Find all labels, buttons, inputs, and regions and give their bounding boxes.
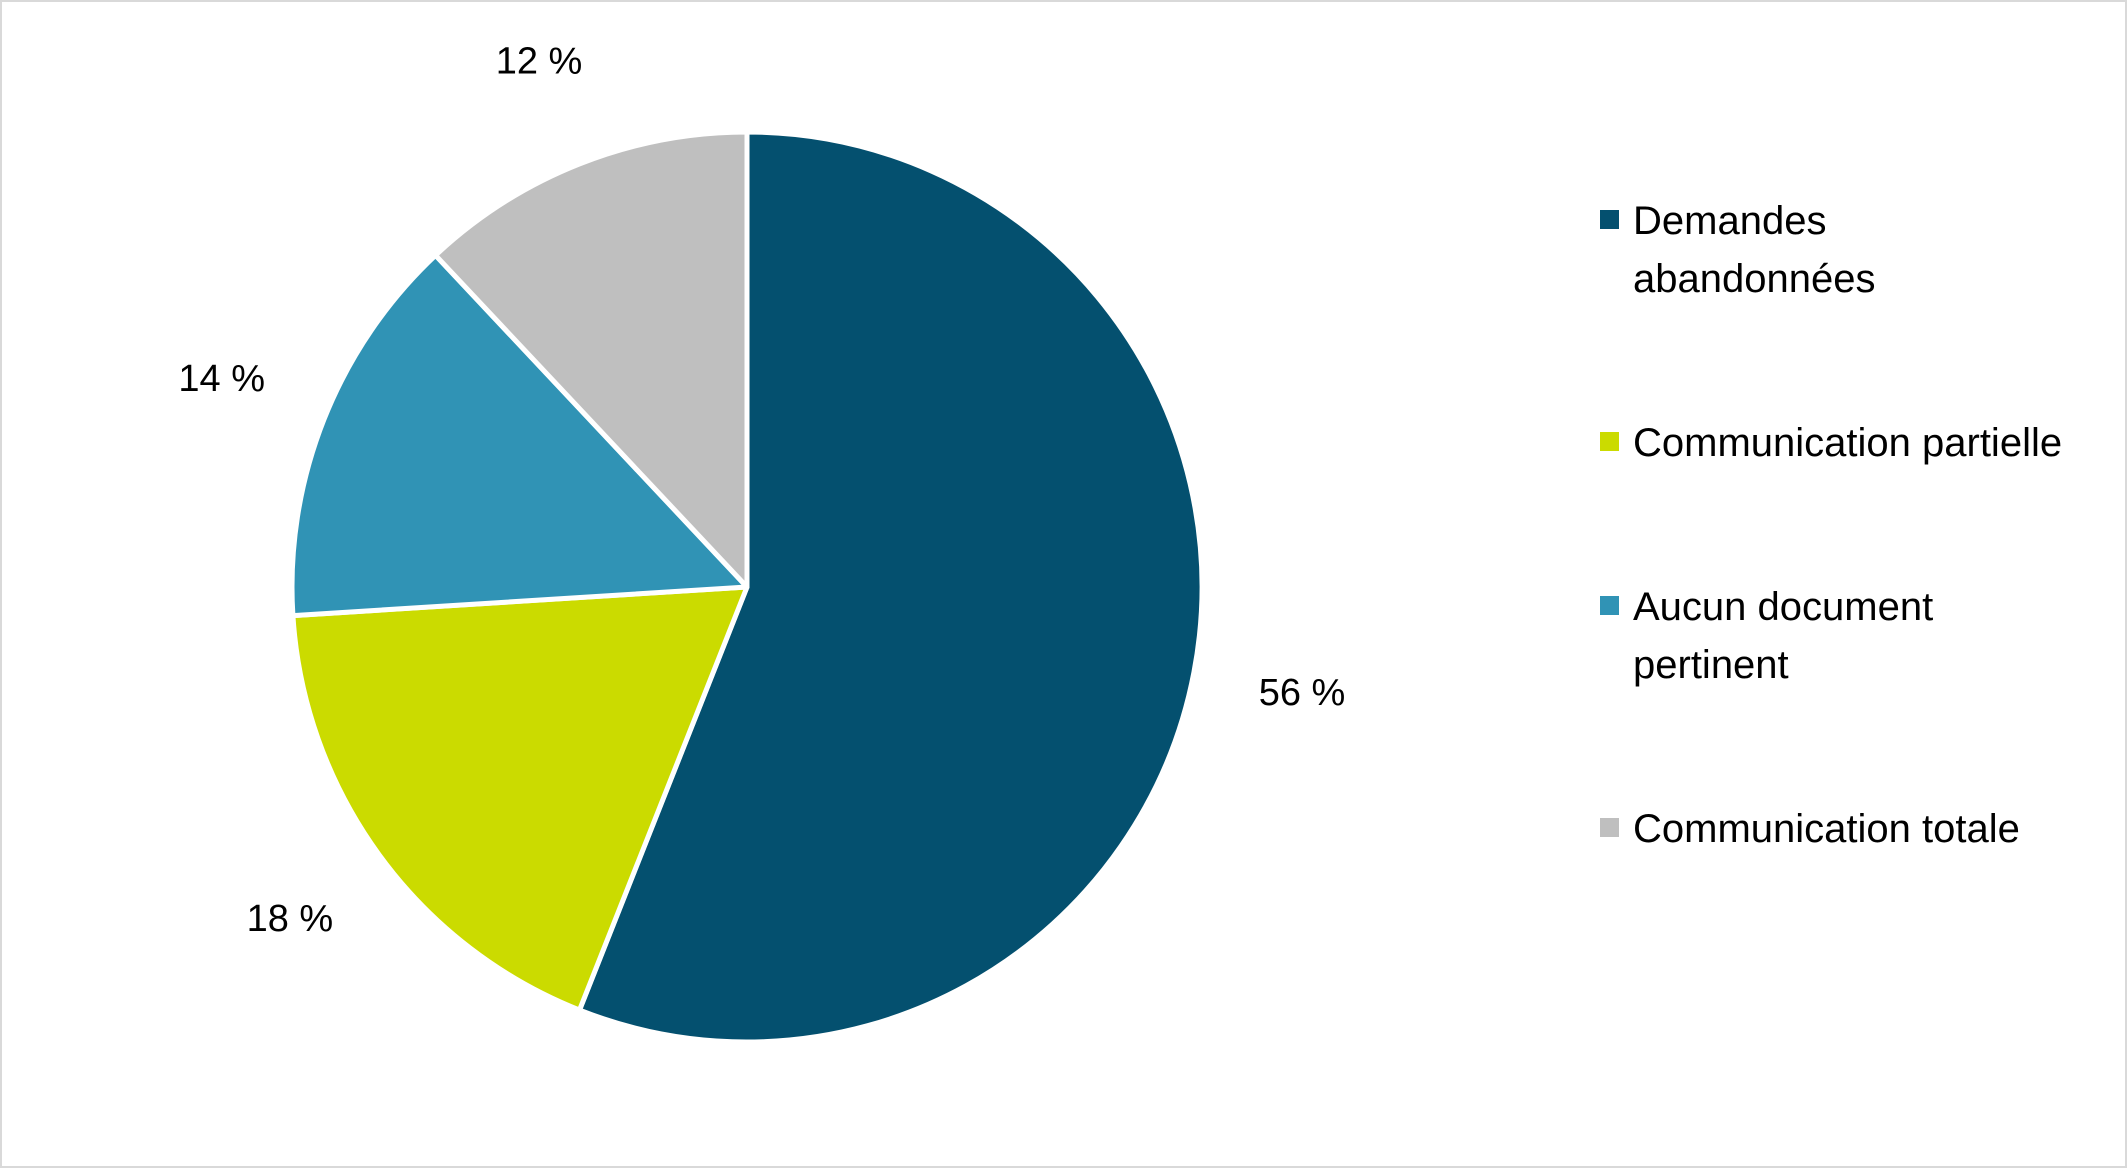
legend: Demandes abandonnées Communication parti… (1600, 192, 2100, 858)
legend-item-communication-totale: Communication totale (1600, 800, 2100, 858)
legend-label: Aucun document pertinent (1633, 585, 1934, 687)
slice-data-label-0: 56 % (1259, 672, 1346, 714)
pie-slice-0 (577, 129, 1205, 1045)
legend-label: Communication partielle (1633, 421, 2063, 465)
legend-item-demandes-abandonnees: Demandes abandonnées (1600, 192, 2100, 308)
pie-slice-2 (289, 252, 750, 619)
legend-swatch (1600, 596, 1619, 615)
slice-data-label-1: 18 % (247, 898, 334, 940)
pie-slice-1 (290, 584, 750, 1013)
legend-label: Demandes abandonnées (1633, 199, 1876, 301)
slice-data-label-2: 14 % (178, 358, 265, 400)
pie-slice-3 (433, 129, 750, 590)
pie-chart: 56 % 18 % 14 % 12 % (178, 41, 1346, 1045)
legend-item-communication-partielle: Communication partielle (1600, 414, 2100, 472)
legend-swatch (1600, 210, 1619, 229)
legend-swatch (1600, 818, 1619, 837)
legend-label: Communication totale (1633, 807, 2020, 851)
slice-data-label-3: 12 % (496, 41, 583, 83)
legend-item-aucun-document-pertinent: Aucun document pertinent (1600, 578, 2100, 694)
legend-swatch (1600, 432, 1619, 451)
